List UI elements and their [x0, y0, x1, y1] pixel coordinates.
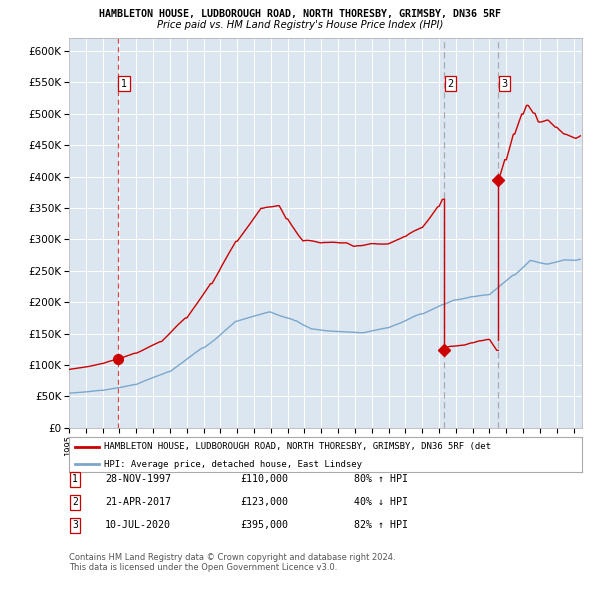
Text: Price paid vs. HM Land Registry's House Price Index (HPI): Price paid vs. HM Land Registry's House … — [157, 20, 443, 30]
Text: 1: 1 — [72, 474, 78, 484]
Text: HAMBLETON HOUSE, LUDBOROUGH ROAD, NORTH THORESBY, GRIMSBY, DN36 5RF: HAMBLETON HOUSE, LUDBOROUGH ROAD, NORTH … — [99, 9, 501, 19]
Text: 40% ↓ HPI: 40% ↓ HPI — [354, 497, 408, 507]
Text: £110,000: £110,000 — [240, 474, 288, 484]
Text: 10-JUL-2020: 10-JUL-2020 — [105, 520, 171, 530]
Text: Contains HM Land Registry data © Crown copyright and database right 2024.: Contains HM Land Registry data © Crown c… — [69, 553, 395, 562]
Text: 82% ↑ HPI: 82% ↑ HPI — [354, 520, 408, 530]
Text: £123,000: £123,000 — [240, 497, 288, 507]
Text: HPI: Average price, detached house, East Lindsey: HPI: Average price, detached house, East… — [104, 460, 362, 468]
Text: This data is licensed under the Open Government Licence v3.0.: This data is licensed under the Open Gov… — [69, 563, 337, 572]
Text: 2: 2 — [447, 78, 454, 88]
Text: 1: 1 — [121, 78, 127, 88]
Text: £395,000: £395,000 — [240, 520, 288, 530]
Text: 28-NOV-1997: 28-NOV-1997 — [105, 474, 171, 484]
Text: 80% ↑ HPI: 80% ↑ HPI — [354, 474, 408, 484]
Text: 3: 3 — [72, 520, 78, 530]
Text: 2: 2 — [72, 497, 78, 507]
Text: 3: 3 — [502, 78, 508, 88]
Text: 21-APR-2017: 21-APR-2017 — [105, 497, 171, 507]
Text: HAMBLETON HOUSE, LUDBOROUGH ROAD, NORTH THORESBY, GRIMSBY, DN36 5RF (det: HAMBLETON HOUSE, LUDBOROUGH ROAD, NORTH … — [104, 442, 491, 451]
